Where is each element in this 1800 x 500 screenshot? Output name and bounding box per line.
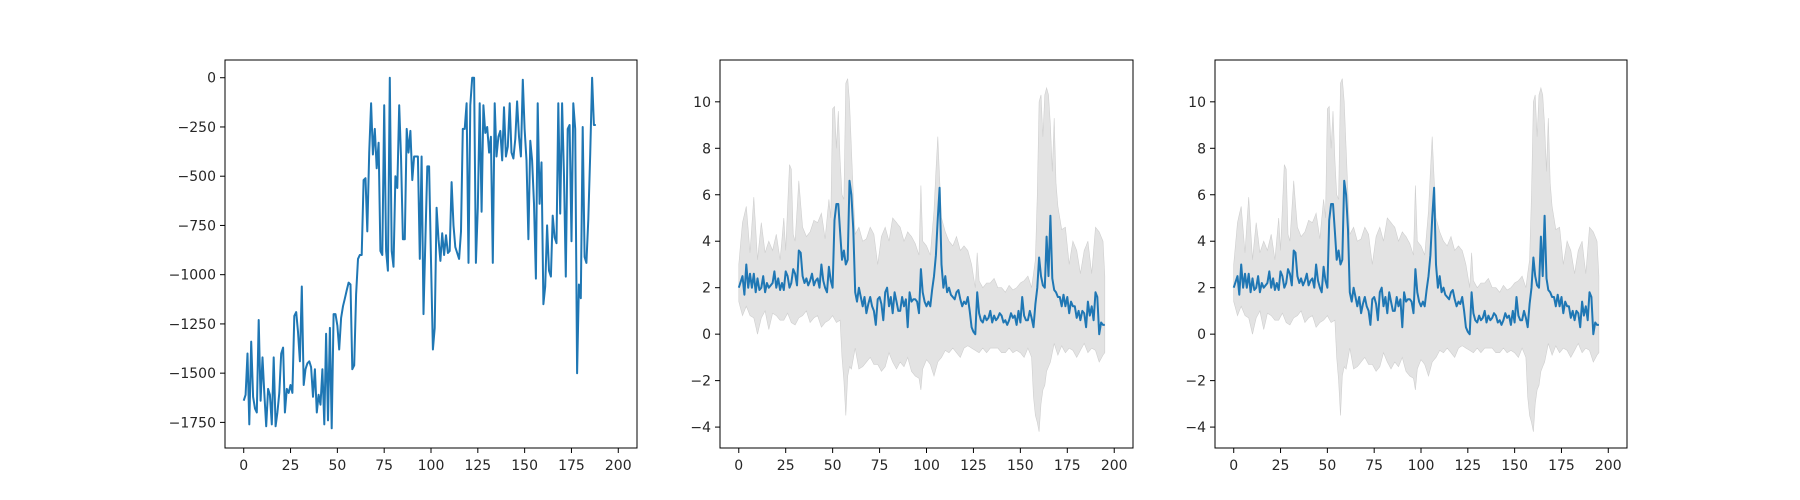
y-tick-label: 0 (1197, 327, 1206, 343)
x-tick-label: 0 (239, 458, 248, 474)
x-tick-label: 0 (734, 458, 743, 474)
y-tick-label: 2 (1197, 281, 1206, 297)
x-tick-label: 175 (1054, 458, 1081, 474)
mean-line (1232, 179, 1599, 336)
x-tick-label: 0 (1229, 458, 1238, 474)
y-tick-label: 4 (1197, 234, 1206, 250)
x-tick-label: 75 (1365, 458, 1383, 474)
y-tick-label: −1500 (169, 366, 216, 382)
panel-2: 0 25 50 75 100 125 150 175 200 −4 −2 0 2 4 6 8 10 (690, 59, 1134, 474)
panel-1: 0 25 50 75 100 125 150 175 200 −1750 −1500 −1250 −10… (169, 59, 638, 474)
x-tick-label: 200 (1101, 458, 1128, 474)
y-tick-label: −250 (178, 120, 216, 136)
x-tick-label: 75 (871, 458, 889, 474)
x-tick-label: 25 (777, 458, 795, 474)
y-tick-label: 10 (1188, 95, 1206, 111)
x-tick-label: 175 (558, 458, 585, 474)
y-tick-label: −1000 (169, 268, 216, 284)
y-tick-label: 0 (702, 327, 711, 343)
y-tick-label: 10 (693, 95, 711, 111)
x-tick-label: 100 (418, 458, 445, 474)
y-tick-label: −750 (178, 218, 216, 234)
x-tick-label: 200 (1595, 458, 1622, 474)
y-tick-label: 6 (702, 188, 711, 204)
x-tick-label: 50 (824, 458, 842, 474)
confidence-band (1233, 78, 1600, 432)
x-tick-label: 50 (328, 458, 346, 474)
x-tick-label: 175 (1548, 458, 1575, 474)
y-tick-label: 2 (702, 281, 711, 297)
x-tick-label: 150 (1007, 458, 1034, 474)
x-tick-label: 200 (605, 458, 632, 474)
y-tick-label: −500 (178, 169, 216, 185)
y-tick-label: −1750 (169, 415, 216, 431)
y-tick-label: 8 (702, 141, 711, 157)
x-tick-label: 125 (1454, 458, 1481, 474)
y-tick-label: 4 (702, 234, 711, 250)
y-tick-label: 8 (1197, 141, 1206, 157)
x-tick-label: 100 (1408, 458, 1435, 474)
panel-3: 0 25 50 75 100 125 150 175 200 −4 −2 0 2 4 6 8 10 (1185, 59, 1628, 474)
panels: 0 25 50 75 100 125 150 175 200−1750−1500−1250−10… (169, 59, 1628, 474)
x-tick-label: 150 (1501, 458, 1528, 474)
x-tick-label: 125 (464, 458, 491, 474)
x-tick-label: 50 (1318, 458, 1336, 474)
x-tick-label: 150 (511, 458, 538, 474)
y-tick-label: −4 (1185, 420, 1206, 436)
confidence-band (738, 78, 1106, 432)
y-tick-label: 6 (1197, 188, 1206, 204)
y-tick-label: −2 (1185, 374, 1206, 390)
mean-line (737, 179, 1105, 336)
y-tick-label: 0 (207, 71, 216, 87)
y-tick-label: −4 (690, 420, 711, 436)
x-tick-label: 100 (913, 458, 940, 474)
x-tick-label: 125 (960, 458, 987, 474)
y-tick-label: −2 (690, 374, 711, 390)
x-tick-label: 25 (282, 458, 300, 474)
x-tick-label: 25 (1272, 458, 1290, 474)
x-tick-label: 75 (375, 458, 393, 474)
series-line (242, 76, 596, 430)
y-tick-label: −1250 (169, 317, 216, 333)
